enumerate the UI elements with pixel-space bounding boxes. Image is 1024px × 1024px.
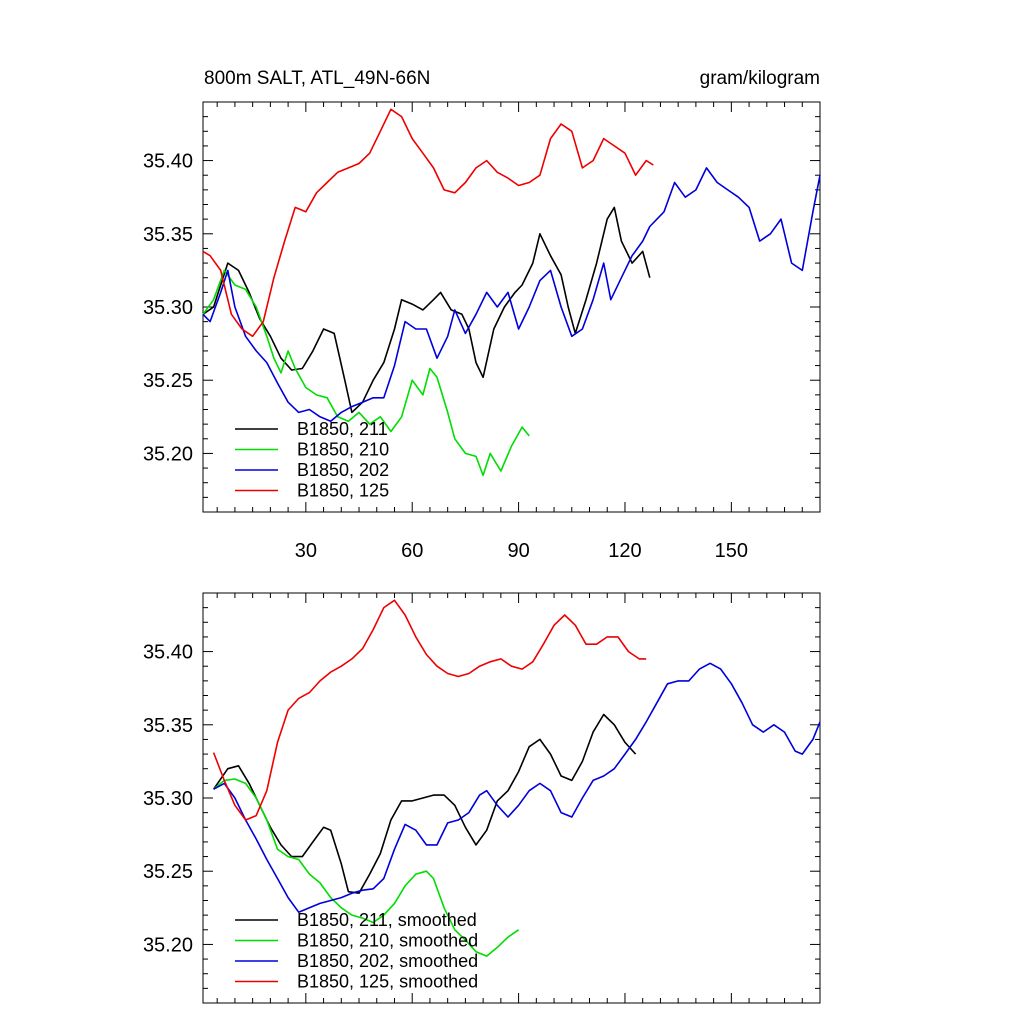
y-tick-label: 35.20 [143,443,193,465]
top-panel: 800m SALT, ATL_49N-66N gram/kilogram 30 6… [143,68,821,562]
top-series-lines [202,108,821,477]
bottom-axes: 35.20 35.25 35.30 35.35 35.40 [143,592,821,1004]
series-line-4 [212,599,647,821]
y-tick-label: 35.35 [143,715,193,737]
x-tick-label: 120 [608,540,641,562]
bottom-panel: 35.20 35.25 35.30 35.35 35.40 B1850, 211, sm… [143,592,821,1004]
series-line-3 [202,167,821,422]
series-line-1 [212,713,637,894]
units-label: gram/kilogram [700,68,820,89]
legend-label: B1850, 210 [297,440,389,460]
legend-label: B1850, 211 [297,419,388,439]
x-tick-label: 90 [507,540,529,562]
legend-label: B1850, 202, smoothed [297,951,478,971]
series-line-2 [213,778,520,957]
series-line-4 [202,108,654,338]
legend-label: B1850, 202 [297,460,389,480]
legend-label: B1850, 125 [297,481,389,501]
x-tick-label: 60 [401,540,423,562]
y-tick-label: 35.25 [143,370,193,392]
y-tick-label: 35.25 [143,861,193,883]
series-line-2 [202,269,530,477]
y-tick-label: 35.20 [143,934,193,956]
y-tick-label: 35.35 [143,224,193,246]
legend-label: B1850, 125, smoothed [297,972,478,992]
bottom-series-lines [212,599,821,957]
legend-label: B1850, 211, smoothed [297,910,477,930]
top-axes: 30 60 90 120 150 35.20 35.25 35.30 35.35 35.40 [143,101,821,562]
series-line-1 [202,206,651,414]
y-tick-label: 35.30 [143,788,193,810]
x-tick-label: 30 [295,540,317,562]
y-tick-label: 35.30 [143,297,193,319]
legend-label: B1850, 210, smoothed [297,931,478,951]
chart-title: 800m SALT, ATL_49N-66N [204,68,430,89]
y-tick-label: 35.40 [143,151,193,173]
plot-frame [202,592,821,1004]
y-tick-label: 35.40 [143,642,193,664]
x-tick-label: 150 [715,540,748,562]
series-line-3 [213,662,821,913]
